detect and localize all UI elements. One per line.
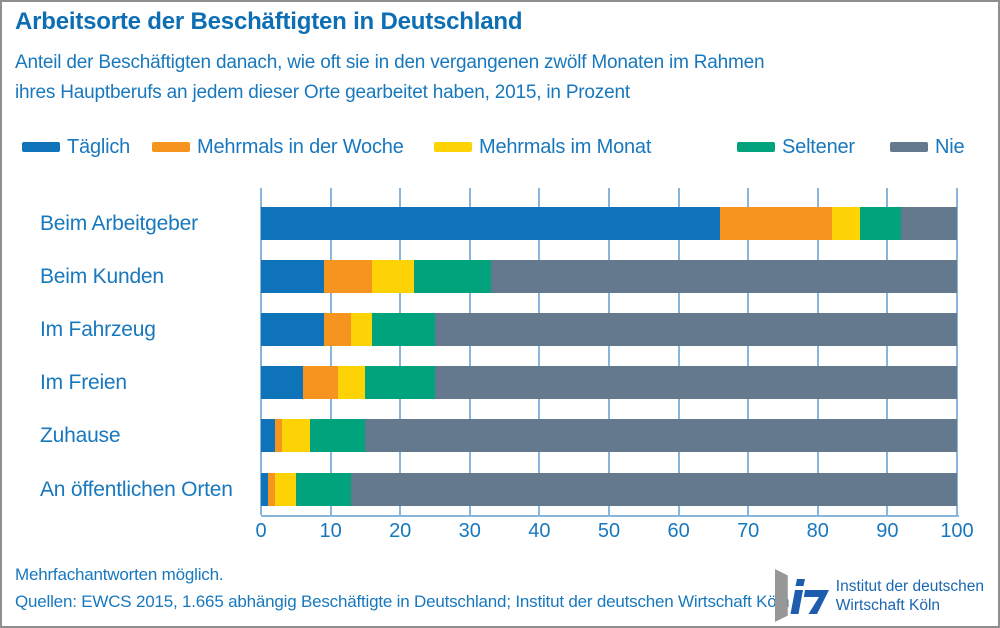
bar-segment: [261, 366, 303, 400]
source-line: Quellen: EWCS 2015, 1.665 abhängig Besch…: [15, 592, 790, 611]
subtitle-line-2: ihres Hauptberufs an jedem dieser Orte g…: [15, 82, 630, 103]
legend-label: Seltener: [782, 135, 855, 158]
bar-segment: [859, 207, 902, 240]
category-label: Beim Kunden: [40, 265, 164, 289]
bar-segment: [337, 366, 366, 400]
bar-segment: [720, 207, 832, 240]
gridline: [260, 188, 262, 515]
bar-segment: [414, 260, 491, 294]
x-axis-line: [261, 515, 959, 517]
category-label: Beim Arbeitgeber: [40, 212, 198, 235]
legend-item: Nie: [890, 133, 965, 161]
bar-row: [261, 366, 957, 400]
bar-segment: [323, 313, 352, 347]
bar-segment: [281, 419, 310, 453]
x-tick-label: 80: [806, 520, 829, 542]
bar-row: [261, 207, 957, 240]
bar-segment: [295, 472, 352, 506]
logo-text: Institut der deutschen Wirtschaft Köln: [836, 577, 984, 615]
bar-segment: [434, 313, 957, 347]
bar-segment: [261, 472, 268, 506]
bar-segment: [490, 260, 957, 294]
legend-swatch-icon: [737, 142, 775, 152]
x-tick-label: 100: [940, 520, 974, 542]
x-tick-label: 10: [319, 520, 342, 542]
logo-text-line-1: Institut der deutschen: [835, 577, 984, 595]
plot-area: [260, 188, 958, 515]
bar-segment: [351, 472, 957, 506]
x-tick-label: 70: [737, 520, 760, 542]
gridline: [956, 188, 958, 515]
iw-logo-icon: [790, 578, 829, 614]
bar-segment: [365, 366, 435, 400]
bar-segment: [831, 207, 860, 240]
gridline: [329, 188, 332, 515]
footnote: Mehrfachantworten möglich.: [15, 565, 224, 584]
legend-swatch-icon: [434, 142, 472, 152]
bar-segment: [261, 419, 275, 453]
bar-segment: [261, 260, 324, 294]
bar-segment: [323, 260, 373, 294]
legend-item: Mehrmals in der Woche: [152, 133, 404, 161]
legend-swatch-icon: [22, 142, 60, 152]
chart-legend: Täglich Mehrmals in der Woche Mehrmals im …: [2, 133, 998, 161]
gridline: [677, 188, 680, 515]
x-tick-label: 40: [528, 520, 551, 542]
legend-item: Täglich: [22, 133, 130, 161]
x-tick-label: 20: [389, 520, 412, 542]
bar-row: [261, 419, 957, 453]
x-tick-label: 60: [667, 520, 690, 542]
legend-label: Täglich: [67, 135, 131, 158]
page-title: Arbeitsorte der Beschäftigten in Deutsch…: [15, 8, 523, 35]
bar-segment: [261, 207, 721, 240]
x-tick-label: 50: [597, 520, 621, 542]
bar-segment: [309, 419, 366, 453]
gridline: [886, 188, 889, 515]
gridline: [608, 188, 610, 515]
bar-segment: [274, 472, 296, 506]
bar-segment: [261, 313, 324, 347]
category-label: Im Fahrzeug: [40, 318, 156, 342]
legend-swatch-icon: [152, 142, 190, 152]
bar-row: [261, 313, 957, 347]
bar-segment: [351, 313, 373, 347]
bar-segment: [267, 472, 275, 506]
legend-swatch-icon: [890, 142, 928, 152]
bar-row: [261, 260, 957, 294]
x-tick-label: 90: [876, 520, 899, 542]
iw-logo: Institut der deutschen Wirtschaft Köln: [774, 569, 984, 622]
bar-segment: [372, 313, 435, 347]
bar-segment: [901, 207, 957, 240]
gridline: [747, 188, 750, 515]
gridline: [468, 188, 471, 515]
bar-segment: [274, 419, 282, 453]
bar-segment: [365, 419, 957, 453]
bar-row: [261, 472, 957, 506]
logo-ribbon-shape: [774, 569, 788, 622]
x-tick-label: 30: [458, 520, 481, 542]
category-label: An öffentlichen Orten: [40, 477, 233, 501]
gridline: [538, 188, 541, 515]
gridline: [816, 188, 819, 515]
x-tick-label: 0: [255, 520, 267, 542]
chart-subtitle: Anteil der Beschäftigten danach, wie oft…: [15, 48, 765, 108]
bar-segment: [434, 366, 957, 400]
legend-item: Seltener: [737, 133, 855, 161]
logo-text-line-2: Wirtschaft Köln: [835, 596, 941, 614]
legend-label: Mehrmals im Monat: [479, 135, 652, 158]
gridline: [399, 188, 402, 515]
subtitle-line-1: Anteil der Beschäftigten danach, wie oft…: [15, 52, 765, 73]
category-label: Im Freien: [40, 371, 127, 395]
legend-label: Nie: [935, 135, 965, 158]
legend-label: Mehrmals in der Woche: [197, 135, 404, 158]
bar-segment: [372, 260, 415, 294]
legend-item: Mehrmals im Monat: [434, 133, 651, 161]
bar-segment: [302, 366, 338, 400]
category-label: Zuhause: [40, 424, 121, 448]
